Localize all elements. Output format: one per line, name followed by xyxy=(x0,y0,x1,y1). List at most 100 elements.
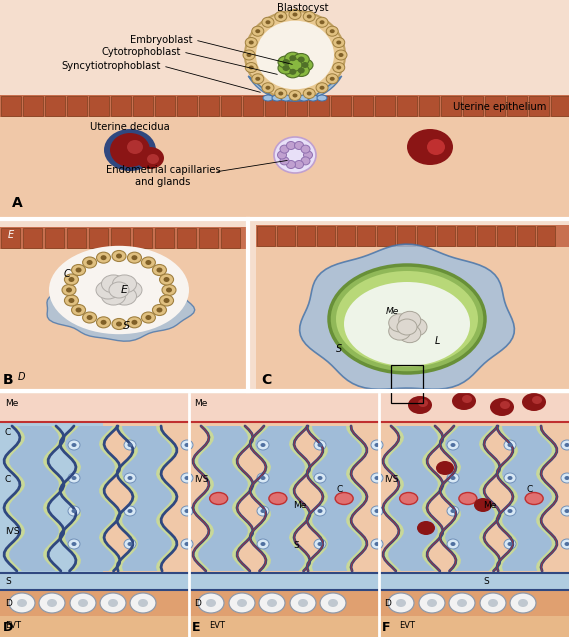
Ellipse shape xyxy=(269,492,287,505)
Ellipse shape xyxy=(209,492,228,505)
Bar xyxy=(379,423,569,573)
Text: F: F xyxy=(382,621,390,634)
Bar xyxy=(221,96,241,116)
Ellipse shape xyxy=(70,593,96,613)
Ellipse shape xyxy=(427,599,437,607)
Text: E: E xyxy=(121,285,127,295)
Ellipse shape xyxy=(162,285,176,296)
Ellipse shape xyxy=(561,506,569,516)
Ellipse shape xyxy=(374,542,380,546)
Bar xyxy=(1,96,21,116)
Bar xyxy=(133,228,152,248)
Bar xyxy=(133,96,153,116)
Text: E: E xyxy=(8,230,14,240)
Ellipse shape xyxy=(280,145,289,153)
Ellipse shape xyxy=(146,315,151,320)
Bar xyxy=(0,95,569,117)
Ellipse shape xyxy=(127,313,135,318)
Bar xyxy=(243,96,263,116)
Ellipse shape xyxy=(137,297,145,304)
Text: C: C xyxy=(261,373,271,387)
Ellipse shape xyxy=(302,62,308,68)
Ellipse shape xyxy=(131,255,138,260)
Ellipse shape xyxy=(518,599,528,607)
Ellipse shape xyxy=(564,476,569,480)
Bar xyxy=(463,96,483,116)
Text: D: D xyxy=(18,372,26,382)
Bar xyxy=(0,573,103,590)
Ellipse shape xyxy=(112,250,126,262)
Ellipse shape xyxy=(246,53,251,57)
Bar xyxy=(67,96,87,116)
Bar xyxy=(0,227,248,249)
Ellipse shape xyxy=(388,593,414,613)
Bar xyxy=(89,96,109,116)
Ellipse shape xyxy=(459,492,477,505)
Ellipse shape xyxy=(101,287,126,305)
Ellipse shape xyxy=(113,275,137,293)
Ellipse shape xyxy=(78,599,88,607)
Ellipse shape xyxy=(259,593,285,613)
Bar xyxy=(277,226,295,246)
Ellipse shape xyxy=(436,461,454,475)
Ellipse shape xyxy=(138,599,148,607)
Ellipse shape xyxy=(314,506,326,516)
Ellipse shape xyxy=(488,599,498,607)
Ellipse shape xyxy=(72,476,76,480)
Ellipse shape xyxy=(237,599,247,607)
Ellipse shape xyxy=(405,318,427,336)
Bar xyxy=(297,226,315,246)
Polygon shape xyxy=(307,426,367,571)
Ellipse shape xyxy=(198,593,224,613)
Ellipse shape xyxy=(256,20,334,89)
Text: C: C xyxy=(527,485,533,494)
Ellipse shape xyxy=(90,294,98,299)
Ellipse shape xyxy=(295,141,303,150)
Ellipse shape xyxy=(245,38,257,48)
Ellipse shape xyxy=(69,301,77,307)
Ellipse shape xyxy=(68,277,75,282)
Bar xyxy=(189,423,379,573)
Bar xyxy=(357,226,375,246)
Bar xyxy=(517,226,535,246)
Text: B: B xyxy=(3,373,14,387)
Ellipse shape xyxy=(320,20,324,24)
Polygon shape xyxy=(122,426,172,571)
Text: EVT: EVT xyxy=(209,622,225,631)
Ellipse shape xyxy=(301,145,310,153)
Ellipse shape xyxy=(290,95,300,101)
Bar xyxy=(256,247,569,392)
Ellipse shape xyxy=(278,151,287,159)
Ellipse shape xyxy=(318,542,323,546)
Ellipse shape xyxy=(86,310,94,316)
Ellipse shape xyxy=(510,593,536,613)
Bar xyxy=(317,226,335,246)
Ellipse shape xyxy=(329,77,335,81)
Polygon shape xyxy=(193,426,253,571)
Bar xyxy=(1,228,20,248)
Bar xyxy=(437,226,455,246)
Polygon shape xyxy=(9,426,59,571)
Ellipse shape xyxy=(112,318,126,329)
Ellipse shape xyxy=(326,26,338,36)
Polygon shape xyxy=(4,426,64,571)
Ellipse shape xyxy=(289,90,301,101)
Ellipse shape xyxy=(374,476,380,480)
Ellipse shape xyxy=(525,492,543,505)
Bar xyxy=(0,222,248,392)
Ellipse shape xyxy=(261,476,266,480)
Ellipse shape xyxy=(147,154,159,164)
Ellipse shape xyxy=(152,264,167,276)
Ellipse shape xyxy=(284,52,301,64)
Bar xyxy=(89,228,108,248)
Bar xyxy=(103,573,189,590)
Ellipse shape xyxy=(275,11,287,22)
Text: Me: Me xyxy=(385,306,399,315)
Ellipse shape xyxy=(68,440,80,450)
Ellipse shape xyxy=(181,440,193,450)
Ellipse shape xyxy=(181,473,193,483)
Ellipse shape xyxy=(39,593,65,613)
Bar xyxy=(23,228,42,248)
Ellipse shape xyxy=(261,509,266,513)
Ellipse shape xyxy=(316,83,328,93)
